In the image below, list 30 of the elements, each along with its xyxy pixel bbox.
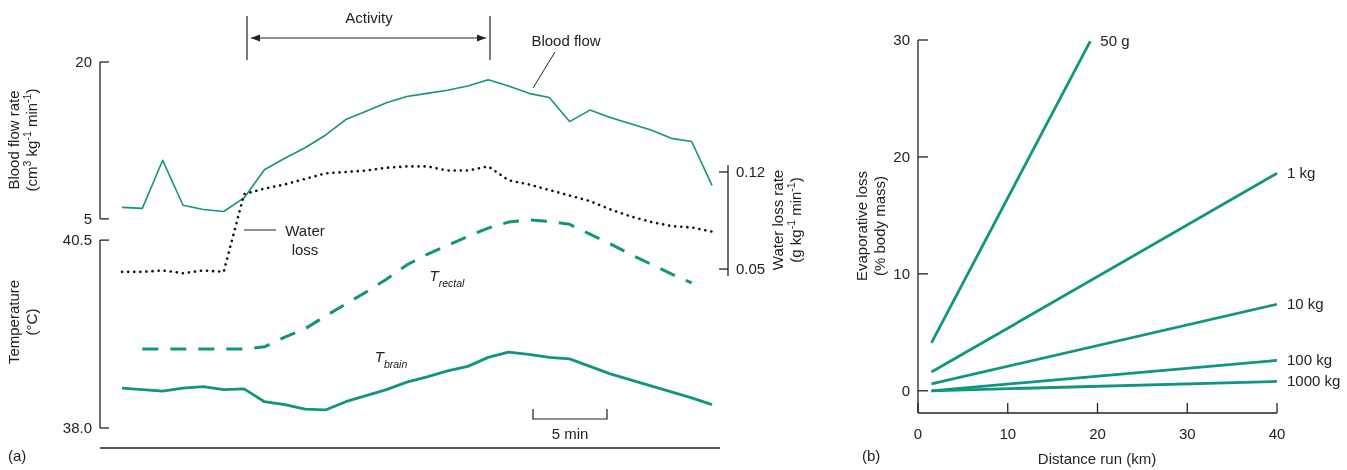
series-label: 100 kg bbox=[1287, 351, 1333, 369]
x-tick-label: 10 bbox=[999, 425, 1017, 442]
series-label: 1 kg bbox=[1287, 164, 1316, 182]
text: (b) bbox=[862, 447, 881, 464]
x-tick-label: 30 bbox=[1178, 425, 1196, 442]
y-tick-label: 20 bbox=[893, 148, 910, 166]
annotation: 5 min bbox=[551, 425, 589, 442]
series-label: T$_{brain}$ bbox=[374, 348, 408, 370]
series-label: T$_{rectal}$ bbox=[429, 267, 466, 289]
y3-axis-title: Temperature (°C) bbox=[5, 279, 40, 365]
y2-tick-label: 0.05 bbox=[736, 260, 766, 278]
y2-tick-label: 0.12 bbox=[736, 163, 766, 181]
y-tick-label: 10 bbox=[893, 265, 910, 283]
series-label: 1000 kg bbox=[1287, 372, 1341, 390]
y-tick-label: 0 bbox=[901, 382, 910, 400]
y-axis-title: Evaporative loss (% body mass) bbox=[853, 170, 888, 282]
series-label: 50 g bbox=[1100, 32, 1130, 50]
text: Blood flow bbox=[531, 32, 601, 49]
x-tick-label: 0 bbox=[913, 425, 923, 442]
y3-tick-label: 40.5 bbox=[62, 231, 92, 249]
x-tick-label: 40 bbox=[1268, 425, 1286, 442]
text: Activity bbox=[345, 9, 394, 26]
text: (a) bbox=[8, 447, 27, 464]
x-axis-title: Distance run (km) bbox=[1037, 450, 1157, 467]
y-tick-label: 30 bbox=[893, 31, 910, 49]
text: Water loss bbox=[285, 222, 325, 258]
x-tick-label: 20 bbox=[1089, 425, 1106, 442]
y3-tick-label: 38.0 bbox=[62, 419, 92, 437]
series-label: 10 kg bbox=[1287, 295, 1324, 313]
y-tick-label: 5 bbox=[83, 210, 92, 228]
